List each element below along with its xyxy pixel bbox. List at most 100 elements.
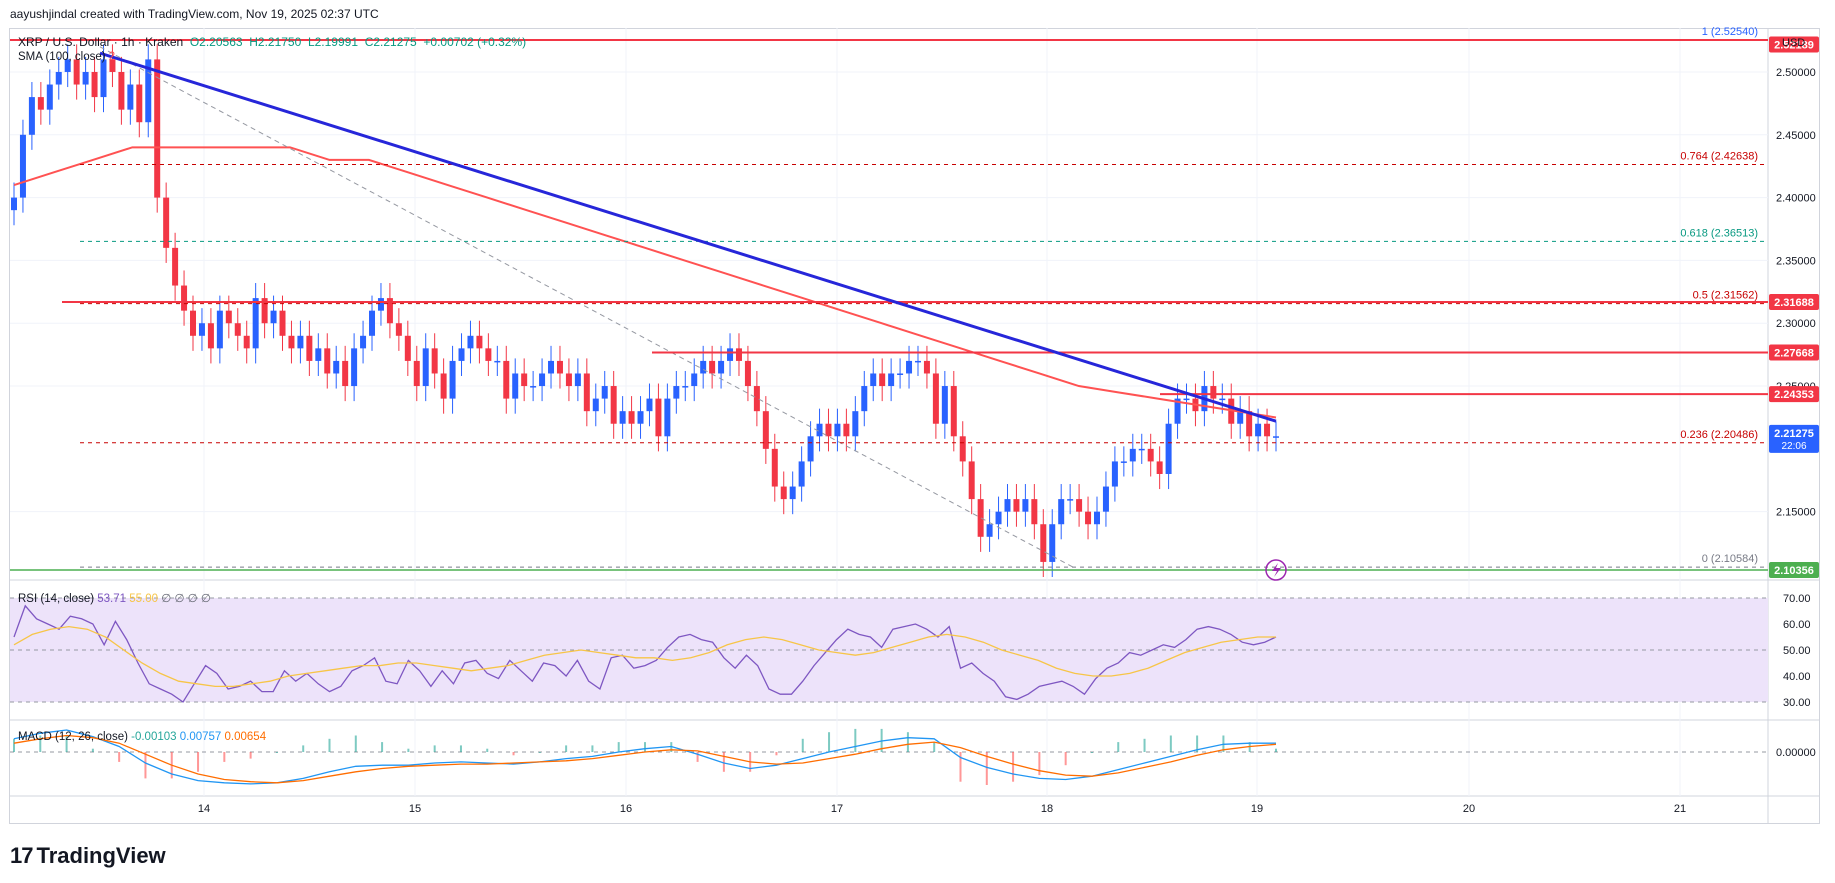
macd-value: 0.00757 [179,731,222,743]
macd-histogram-bar [1275,748,1277,752]
candle [977,499,984,537]
candle [941,386,948,424]
candle [1156,461,1163,474]
price-badge [1769,344,1819,361]
candle [771,448,778,487]
x-tick-label: 18 [1041,803,1053,815]
candle [530,386,537,388]
symbol-legend[interactable]: XRP / U.S. Dollar · 1h · Kraken O2.20563… [18,35,526,49]
candle [37,97,44,110]
chart-credit: aayushjindal created with TradingView.co… [10,7,379,21]
signal-value: 0.00654 [224,731,267,743]
symbol-name[interactable]: XRP / U.S. Dollar · 1h · Kraken [18,35,184,49]
macd-legend[interactable]: MACD (12, 26, close) -0.00103 0.00757 0.… [18,731,266,743]
candle [145,59,152,123]
candle [592,398,599,412]
candle [1102,486,1109,512]
macd-histogram-bar [1196,735,1199,752]
candle [1165,423,1172,474]
candle [628,411,635,424]
candle [825,423,832,437]
fib-level-label: 0.764 (2.42638) [1680,150,1758,162]
candle [762,411,769,449]
chart-frame [9,28,1820,824]
macd-histogram-bar [118,752,121,762]
candle [324,348,331,374]
currency-label[interactable]: USD [1782,37,1806,49]
candle [11,197,17,211]
candle [1264,423,1271,437]
candle [28,97,35,135]
candle [897,373,904,375]
price-badge-label: 2.21275 [1774,428,1814,440]
macd-histogram-bar [538,752,541,753]
candle [46,84,53,110]
candle [923,360,930,374]
open-value: O2.20563 [189,35,243,49]
price-badge-label: 2.24353 [1774,389,1814,401]
tradingview-logo[interactable]: 17 TradingView [10,843,166,869]
rsi-legend[interactable]: RSI (14, close) 53.71 55.00 ∅ ∅ ∅ ∅ [18,591,211,605]
price-badge [1769,294,1819,311]
candle [225,310,232,324]
candle [288,335,295,349]
candle [906,360,913,374]
price-badge-countdown: 22:06 [1781,441,1806,452]
sma-legend-value: 2 [108,51,116,63]
candle [404,335,411,361]
candle [995,511,1002,525]
sma-legend[interactable]: SMA (100, close) 2 [18,51,115,63]
candle [673,386,680,399]
x-tick-label: 21 [1674,803,1686,815]
y-tick-label: 2.35000 [1776,255,1816,267]
rsi-tick-label: 60.00 [1783,619,1811,631]
macd-histogram-bar [512,752,515,756]
macd-line [13,729,1276,785]
candle [986,524,993,537]
candle [888,373,895,387]
candle [521,373,528,387]
candle [1138,448,1145,451]
candle [1183,398,1190,401]
y-tick-label: 2.50000 [1776,67,1816,79]
candle [82,71,89,85]
rsi-line [13,604,1277,703]
candle [64,59,71,72]
candle [73,59,80,85]
rsi-legend-empty: ∅ ∅ ∅ ∅ [161,593,211,605]
candle [458,348,465,361]
candle [691,373,698,387]
candle [834,423,841,437]
macd-histogram-bar [985,752,988,785]
candle [252,298,259,349]
candle [279,310,286,336]
candle [315,348,322,361]
candle [1219,398,1226,401]
candle [494,360,501,363]
candle [476,335,483,349]
candle [807,436,814,462]
candle [386,298,393,324]
rsi-legend-value: 53.71 [97,593,127,605]
candle [154,59,161,198]
candle [351,348,358,387]
price-badge [1769,424,1819,453]
candle [610,386,617,424]
macd-histogram-bar [486,748,489,752]
candle [422,348,429,387]
y-tick-label: 2.45000 [1776,130,1816,142]
candle [207,323,214,349]
x-tick-label: 14 [198,803,210,815]
candle [1085,511,1092,525]
macd-histogram-bar [722,752,725,772]
candle [646,398,653,412]
close-value: C2.21275 [364,35,417,49]
candle [1093,511,1100,525]
macd-histogram-bar [328,738,331,752]
price-badge-label: 2.27668 [1774,348,1814,360]
macd-signal-line [13,734,1277,784]
candle [1210,386,1217,399]
price-badge-label: 2.52189 [1774,39,1814,51]
rsi-tick-label: 30.00 [1783,697,1811,709]
